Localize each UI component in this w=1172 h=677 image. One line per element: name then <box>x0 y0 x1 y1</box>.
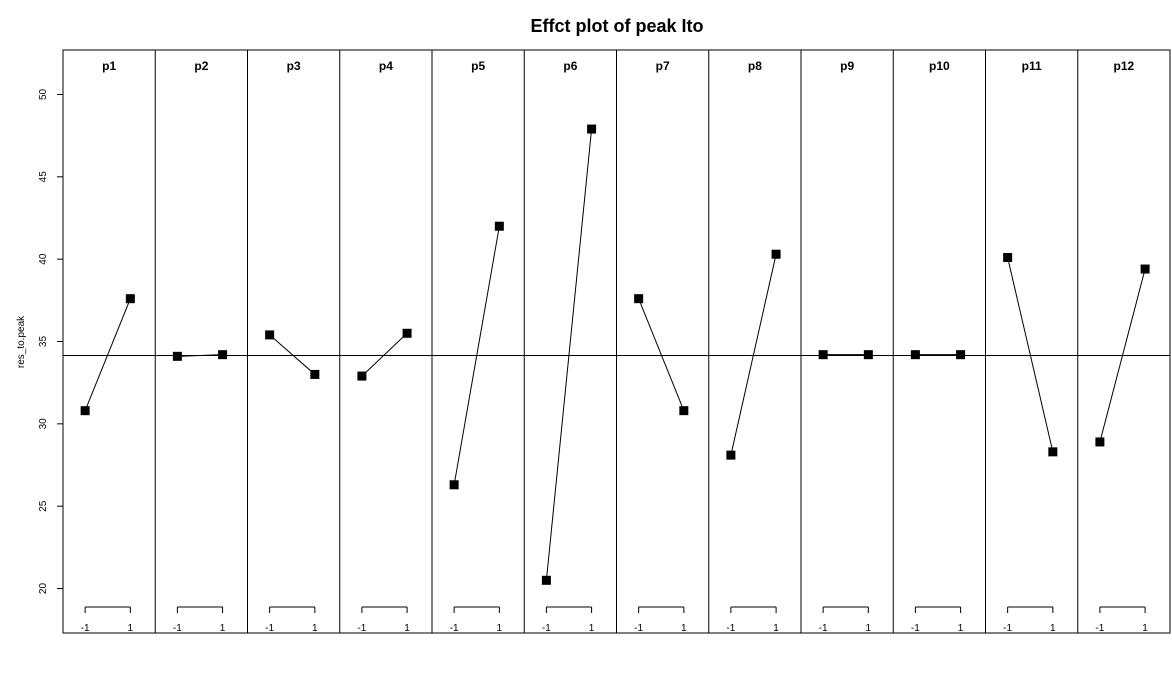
x-tick-label-pos-p12: 1 <box>1142 623 1148 634</box>
y-tick-label-35: 35 <box>38 336 49 348</box>
x-tick-label-pos-p8: 1 <box>773 623 779 634</box>
x-tick-label-pos-p11: 1 <box>1050 623 1056 634</box>
point-p9-neg <box>818 350 828 360</box>
point-p7-pos <box>679 406 689 416</box>
point-p4-pos <box>402 328 412 338</box>
plot-layer: 20 25 30 35 40 45 50 p1 -1 1 p2 -1 1 p3 -1 1 p4 -1 1 p5 -1 1 p… <box>38 49 1171 634</box>
x-tick-label-pos-p10: 1 <box>958 623 964 634</box>
point-p3-neg <box>265 330 275 340</box>
point-p10-pos <box>956 350 966 360</box>
x-tick-label-neg-p12: -1 <box>1095 623 1104 634</box>
x-tick-label-pos-p6: 1 <box>589 623 595 634</box>
point-p2-neg <box>172 351 182 361</box>
y-tick-label-45: 45 <box>38 171 49 183</box>
panel-label-p3: p3 <box>287 59 301 73</box>
point-p6-neg <box>541 575 551 585</box>
effect-line-p1 <box>84 298 131 411</box>
panel-label-p12: p12 <box>1114 59 1135 73</box>
x-tick-label-pos-p4: 1 <box>404 623 410 634</box>
panel-label-p4: p4 <box>379 59 393 73</box>
point-p12-pos <box>1140 264 1150 274</box>
y-tick-label-40: 40 <box>38 253 49 265</box>
point-p10-neg <box>910 350 920 360</box>
point-p11-pos <box>1048 447 1058 457</box>
y-tick-label-25: 25 <box>38 500 49 512</box>
x-tick-label-pos-p9: 1 <box>866 623 872 634</box>
x-tick-label-neg-p2: -1 <box>173 623 182 634</box>
x-tick-label-pos-p1: 1 <box>128 623 134 634</box>
point-p1-neg <box>80 406 90 416</box>
point-p6-pos <box>587 124 597 134</box>
effect-line-p4 <box>361 332 408 377</box>
panel-label-p1: p1 <box>102 59 116 73</box>
y-axis-label: res_to.peak <box>16 315 27 368</box>
x-tick-label-neg-p9: -1 <box>819 623 828 634</box>
panel-label-p10: p10 <box>929 59 950 73</box>
effect-line-p3 <box>269 334 316 375</box>
point-p12-neg <box>1095 437 1105 447</box>
x-tick-label-neg-p7: -1 <box>634 623 643 634</box>
y-tick-label-50: 50 <box>38 88 49 100</box>
x-tick-label-neg-p3: -1 <box>265 623 274 634</box>
x-tick-label-pos-p7: 1 <box>681 623 687 634</box>
y-tick-label-20: 20 <box>38 583 49 595</box>
point-p5-pos <box>494 221 504 231</box>
effect-line-p12 <box>1099 268 1146 443</box>
effect-line-p5 <box>453 226 500 485</box>
point-p2-pos <box>218 350 228 360</box>
panel-label-p8: p8 <box>748 59 762 73</box>
x-tick-label-pos-p3: 1 <box>312 623 318 634</box>
chart-title: Effct plot of peak Ito <box>531 16 704 36</box>
x-tick-label-neg-p11: -1 <box>1003 623 1012 634</box>
panel-label-p2: p2 <box>194 59 208 73</box>
y-tick-label-30: 30 <box>38 418 49 430</box>
point-p11-neg <box>1003 253 1013 263</box>
x-tick-label-neg-p6: -1 <box>542 623 551 634</box>
point-p8-pos <box>771 249 781 259</box>
point-p5-neg <box>449 480 459 490</box>
panel-label-p6: p6 <box>563 59 577 73</box>
x-tick-label-neg-p10: -1 <box>911 623 920 634</box>
x-tick-label-neg-p4: -1 <box>357 623 366 634</box>
panel-label-p5: p5 <box>471 59 485 73</box>
point-p9-pos <box>863 350 873 360</box>
panel-label-p7: p7 <box>656 59 670 73</box>
x-tick-label-neg-p8: -1 <box>726 623 735 634</box>
effect-line-p2 <box>177 354 223 357</box>
point-p3-pos <box>310 369 320 379</box>
effect-line-p11 <box>1007 257 1054 452</box>
point-p7-neg <box>634 294 644 304</box>
panel-label-p9: p9 <box>840 59 854 73</box>
x-tick-label-neg-p5: -1 <box>450 623 459 634</box>
effect-line-p6 <box>545 129 593 581</box>
x-tick-label-pos-p5: 1 <box>497 623 503 634</box>
x-tick-label-pos-p2: 1 <box>220 623 226 634</box>
panel-label-p11: p11 <box>1022 59 1042 73</box>
point-p1-pos <box>125 294 135 304</box>
effect-line-p7 <box>638 298 685 411</box>
x-tick-label-neg-p1: -1 <box>81 623 90 634</box>
effect-line-p8 <box>730 254 777 456</box>
point-p4-neg <box>357 371 367 381</box>
point-p8-neg <box>726 450 736 460</box>
